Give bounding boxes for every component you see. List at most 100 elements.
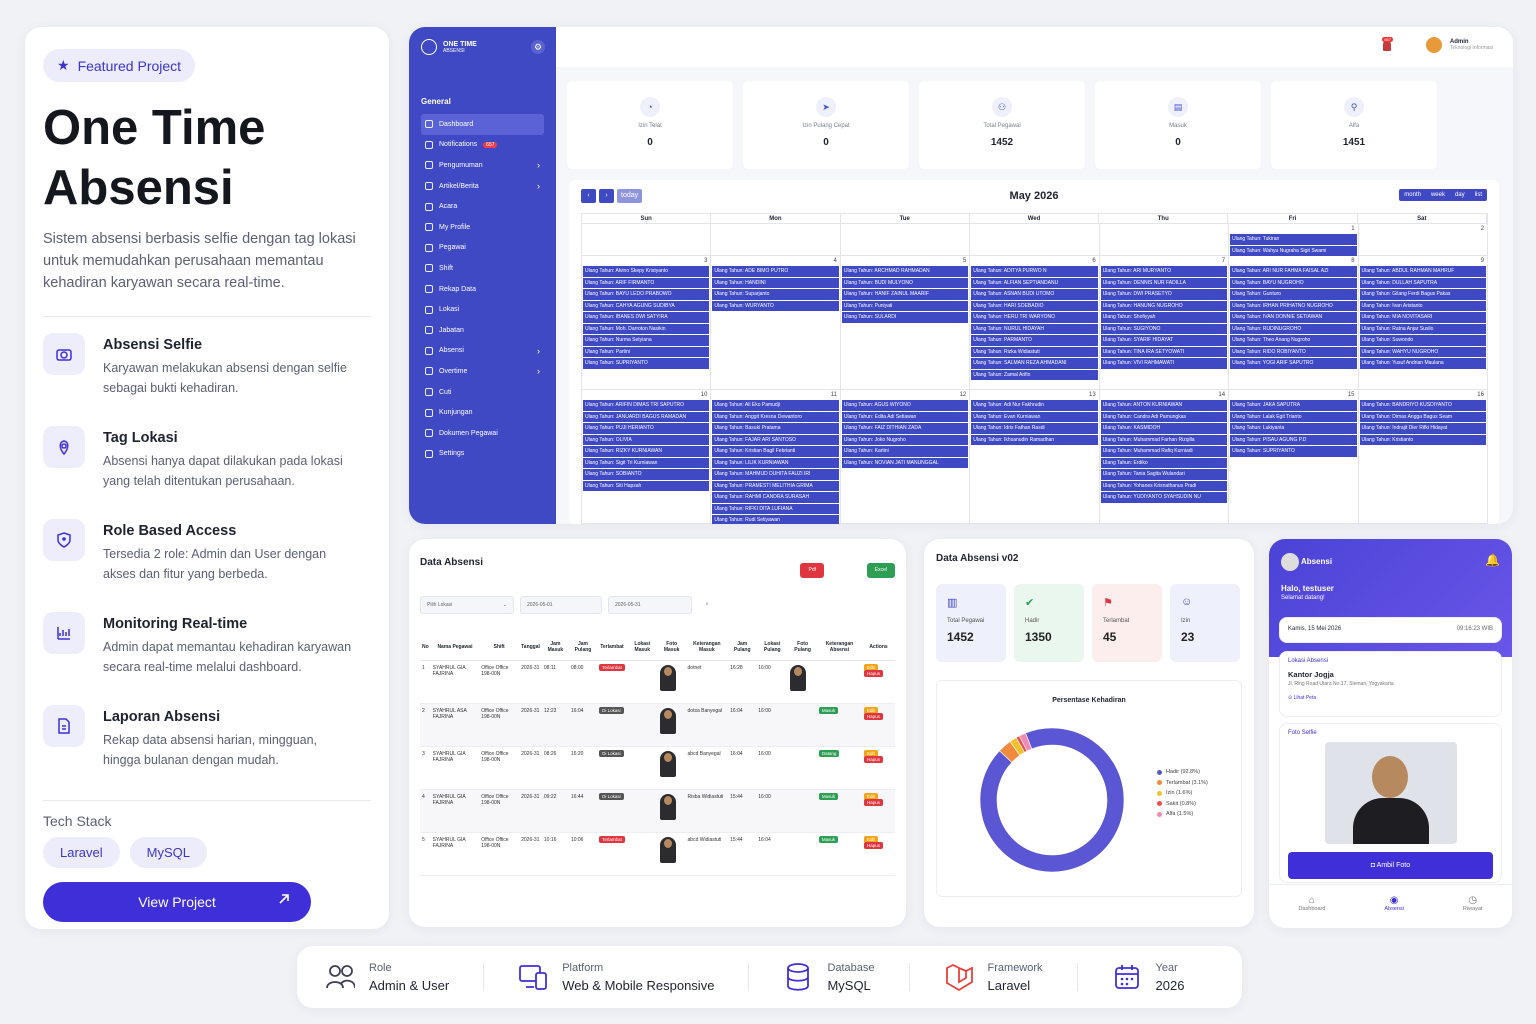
calendar-event[interactable]: Ulang Tahun: IVAN DONNIE SETIAWAN bbox=[1230, 312, 1357, 323]
hapus-button[interactable]: Hapus bbox=[863, 712, 883, 720]
calendar-event[interactable]: Ulang Tahun: YOGI ARIF SAPUTRO bbox=[1230, 358, 1357, 369]
calendar-event[interactable]: Ulang Tahun: Theo Anang Nugroho bbox=[1230, 335, 1357, 346]
foto-masuk-thumb[interactable] bbox=[659, 793, 676, 820]
calendar-event[interactable]: Ulang Tahun: RAHMI CANDRA SURASAH bbox=[712, 492, 839, 503]
calendar-day-cell[interactable]: 1 Ulang Tahun: Tukiran Ulang Tahun: Wahyu … bbox=[1229, 224, 1359, 256]
calendar-event[interactable]: Ulang Tahun: ARI NUR FAHMA FAISAL AZI bbox=[1230, 266, 1357, 277]
calendar-day-cell[interactable] bbox=[711, 224, 841, 256]
calendar-day-cell[interactable]: 5 Ulang Tahun: ARCHMAD RAHMADAN Ulang Tahu… bbox=[840, 256, 971, 390]
foto-masuk-thumb[interactable] bbox=[659, 750, 676, 777]
calendar-event[interactable]: Ulang Tahun: TINA IRA SETYOWATI bbox=[1100, 346, 1228, 357]
calendar-event[interactable]: Ulang Tahun: FAIZ DITHIAN ZADA bbox=[841, 423, 969, 434]
calendar-event[interactable]: Ulang Tahun: ABDUL RAHMAN MAHRUF bbox=[1359, 266, 1486, 277]
donut-slice[interactable] bbox=[1018, 732, 1033, 752]
calendar-event[interactable]: Ulang Tahun: BANDRIYO KUSDIYANTO bbox=[1359, 400, 1486, 411]
calendar-event[interactable]: Ulang Tahun: Indrajit Dier Rifki Hidayat bbox=[1359, 423, 1486, 434]
calendar-event[interactable]: Ulang Tahun: Nurma Setyiana bbox=[583, 335, 710, 346]
foto-masuk-thumb[interactable] bbox=[659, 664, 676, 691]
calendar-event[interactable]: Ulang Tahun: RIZKY KURNIAWAN bbox=[583, 446, 710, 457]
calendar-day-cell[interactable]: 4 Ulang Tahun: ADE BIMO PUTRO Ulang Tahun:… bbox=[711, 256, 841, 390]
calendar-event[interactable]: Ulang Tahun: ARIF FIRMANTO bbox=[583, 277, 710, 288]
edit-button[interactable]: Edit bbox=[863, 663, 878, 671]
edit-button[interactable]: Edit bbox=[863, 749, 878, 757]
sidebar-item-artikel-berita[interactable]: Artikel/Berita › bbox=[421, 176, 544, 197]
calendar-event[interactable]: Ulang Tahun: Adi Nur Fakhrudin bbox=[971, 400, 1098, 411]
export-excel-button[interactable]: Excel bbox=[866, 563, 895, 578]
calendar-event[interactable]: Ulang Tahun: DWI PRASETYO bbox=[1100, 289, 1228, 300]
calendar-event[interactable]: Ulang Tahun: IBANES DWI SATYIRA bbox=[583, 312, 710, 323]
calendar-event[interactable]: Ulang Tahun: SULARDI bbox=[841, 312, 969, 323]
calendar-event[interactable]: Ulang Tahun: Siti Hapsah bbox=[583, 480, 710, 491]
calendar-event[interactable]: Ulang Tahun: HANUNG NUGROHO bbox=[1100, 300, 1228, 311]
calendar-day-cell[interactable]: 16 Ulang Tahun: BANDRIYO KUSDIYANTO Ulang … bbox=[1358, 390, 1488, 524]
ambil-foto-button[interactable]: ◘ Ambil Foto bbox=[1288, 852, 1493, 879]
user-menu[interactable]: Admin Teknologi Informasi bbox=[1425, 37, 1493, 53]
calendar-event[interactable]: Ulang Tahun: ADITYA PURWO N bbox=[971, 266, 1098, 277]
calendar-event[interactable]: Ulang Tahun: Yohanes Krisnathanus Pradi bbox=[1100, 480, 1228, 491]
calendar-event[interactable]: Ulang Tahun: Ali Eko Pamudji bbox=[712, 400, 839, 411]
calendar-day-cell[interactable]: 10 Ulang Tahun: ARIFIN DIMAS TRI SAPUTRO U… bbox=[582, 390, 712, 524]
calendar-event[interactable]: Ulang Tahun: Evan Kurniawan bbox=[971, 411, 1098, 422]
calendar-event[interactable]: Ulang Tahun: SUGIYONO bbox=[1100, 323, 1228, 334]
calendar-event[interactable]: Ulang Tahun: Anggit Kresna Dewantoro bbox=[712, 411, 839, 422]
calendar-event[interactable]: Ulang Tahun: RIDO ROBIYANTO bbox=[1230, 346, 1357, 357]
calendar-event[interactable]: Ulang Tahun: ARIFIN DIMAS TRI SAPUTRO bbox=[583, 400, 710, 411]
donut-slice[interactable] bbox=[979, 727, 1125, 873]
nav-dashboard[interactable]: ⌂ Dashboard bbox=[1298, 895, 1326, 912]
calendar-day-cell[interactable] bbox=[1099, 224, 1230, 256]
sidebar-item-pegawai[interactable]: Pegawai bbox=[421, 238, 544, 259]
calendar-event[interactable]: Ulang Tahun: Kristianto bbox=[1359, 434, 1486, 445]
calendar-event[interactable]: Ulang Tahun: DULLAH SAPUTRA bbox=[1359, 277, 1486, 288]
calendar-event[interactable]: Ulang Tahun: Lalak Egit Trianto bbox=[1230, 411, 1357, 422]
sidebar-item-cuti[interactable]: Cuti bbox=[421, 382, 544, 403]
calendar-event[interactable]: Ulang Tahun: ADE BIMO PUTRO bbox=[712, 266, 839, 277]
calendar-day-cell[interactable]: 3 Ulang Tahun: Alvino Skepy Kristyanto Ula… bbox=[582, 256, 712, 390]
calendar-event[interactable]: Ulang Tahun: Yusuf Andrian Maulana bbox=[1359, 358, 1486, 369]
sidebar-item-my-profile[interactable]: My Profile bbox=[421, 217, 544, 238]
view-month[interactable]: month bbox=[1404, 192, 1421, 198]
calendar-event[interactable]: Ulang Tahun: HERU TRI WARYONO bbox=[971, 312, 1098, 323]
calendar-event[interactable]: Ulang Tahun: Tania Sagita Wulandari bbox=[1100, 469, 1228, 480]
calendar-event[interactable]: Ulang Tahun: VIVI RAHMAWATI bbox=[1100, 358, 1228, 369]
calendar-event[interactable]: Ulang Tahun: Puniyati bbox=[841, 300, 969, 311]
calendar-event[interactable]: Ulang Tahun: WAHYU NUGROHO bbox=[1359, 346, 1486, 357]
calendar-event[interactable]: Ulang Tahun: Sigit Tri Kurniawan bbox=[583, 457, 710, 468]
calendar-event[interactable]: Ulang Tahun: PRAMESTI MELITHIA GRIMA bbox=[712, 480, 839, 491]
calendar-event[interactable]: Ulang Tahun: FAJAR ARI SANTOSO bbox=[712, 434, 839, 445]
calendar-event[interactable]: Ulang Tahun: Dimas Angga Bagus Seam bbox=[1359, 411, 1486, 422]
calendar-event[interactable]: Ulang Tahun: MAHMUD DUHITA FAUZI IRI bbox=[712, 469, 839, 480]
view-day[interactable]: day bbox=[1454, 192, 1465, 198]
hapus-button[interactable]: Hapus bbox=[863, 798, 883, 806]
calendar-event[interactable]: Ulang Tahun: Shofiyyah bbox=[1100, 312, 1228, 323]
sidebar-item-settings[interactable]: Settings bbox=[421, 444, 544, 465]
calendar-event[interactable]: Ulang Tahun: Joko Nugroho bbox=[841, 434, 969, 445]
calendar-event[interactable]: Ulang Tahun: BAYU LEDO PRABOWO bbox=[583, 289, 710, 300]
prev-month-button[interactable]: ‹ bbox=[581, 189, 596, 203]
calendar-event[interactable]: Ulang Tahun: Moh. Darroton Nasikin bbox=[583, 323, 710, 334]
calendar-event[interactable]: Ulang Tahun: WURYANTO bbox=[712, 300, 839, 311]
export-pdf-button[interactable]: Pdf bbox=[800, 563, 824, 578]
calendar-event[interactable]: Ulang Tahun: Tukiran bbox=[1230, 234, 1357, 245]
calendar-event[interactable]: Ulang Tahun: MIA NOVITASARI bbox=[1359, 312, 1486, 323]
hapus-button[interactable]: Hapus bbox=[863, 755, 883, 763]
date-from-input[interactable]: 2026-05-01 bbox=[520, 596, 602, 614]
sidebar-item-notifications[interactable]: Notifications 657 bbox=[421, 135, 544, 156]
calendar-event[interactable]: Ulang Tahun: Ikhsanudin Ramadhan bbox=[971, 434, 1098, 445]
calendar-event[interactable]: Ulang Tahun: Zamal Arifin bbox=[971, 369, 1098, 380]
calendar-event[interactable]: Ulang Tahun: Ivan Aristanto bbox=[1359, 300, 1486, 311]
calendar-day-cell[interactable] bbox=[840, 224, 971, 256]
calendar-event[interactable]: Ulang Tahun: PISAU AGUNG P.D bbox=[1230, 434, 1357, 445]
calendar-event[interactable]: Ulang Tahun: ALFIAN SEPTIANDANU bbox=[971, 277, 1098, 288]
view-week[interactable]: week bbox=[1430, 192, 1445, 198]
calendar-event[interactable]: Ulang Tahun: DENNIS NUR FADILLA bbox=[1100, 277, 1228, 288]
sidebar-item-rekap-data[interactable]: Rekap Data bbox=[421, 279, 544, 300]
hapus-button[interactable]: Hapus bbox=[863, 669, 883, 677]
calendar-event[interactable]: Ulang Tahun: ARI MURYANTO bbox=[1100, 266, 1228, 277]
calendar-event[interactable]: Ulang Tahun: OLIVIA bbox=[583, 434, 710, 445]
calendar-event[interactable]: Ulang Tahun: ANTON KURNIAWAN bbox=[1100, 400, 1228, 411]
calendar-day-cell[interactable]: 14 Ulang Tahun: ANTON KURNIAWAN Ulang Tahu… bbox=[1099, 390, 1230, 524]
sidebar-item-jabatan[interactable]: Jabatan bbox=[421, 320, 544, 341]
calendar-event[interactable]: Ulang Tahun: Candra Adi Pamungkas bbox=[1100, 411, 1228, 422]
next-month-button[interactable]: › bbox=[599, 189, 614, 203]
sidebar-item-shift[interactable]: Shift bbox=[421, 258, 544, 279]
